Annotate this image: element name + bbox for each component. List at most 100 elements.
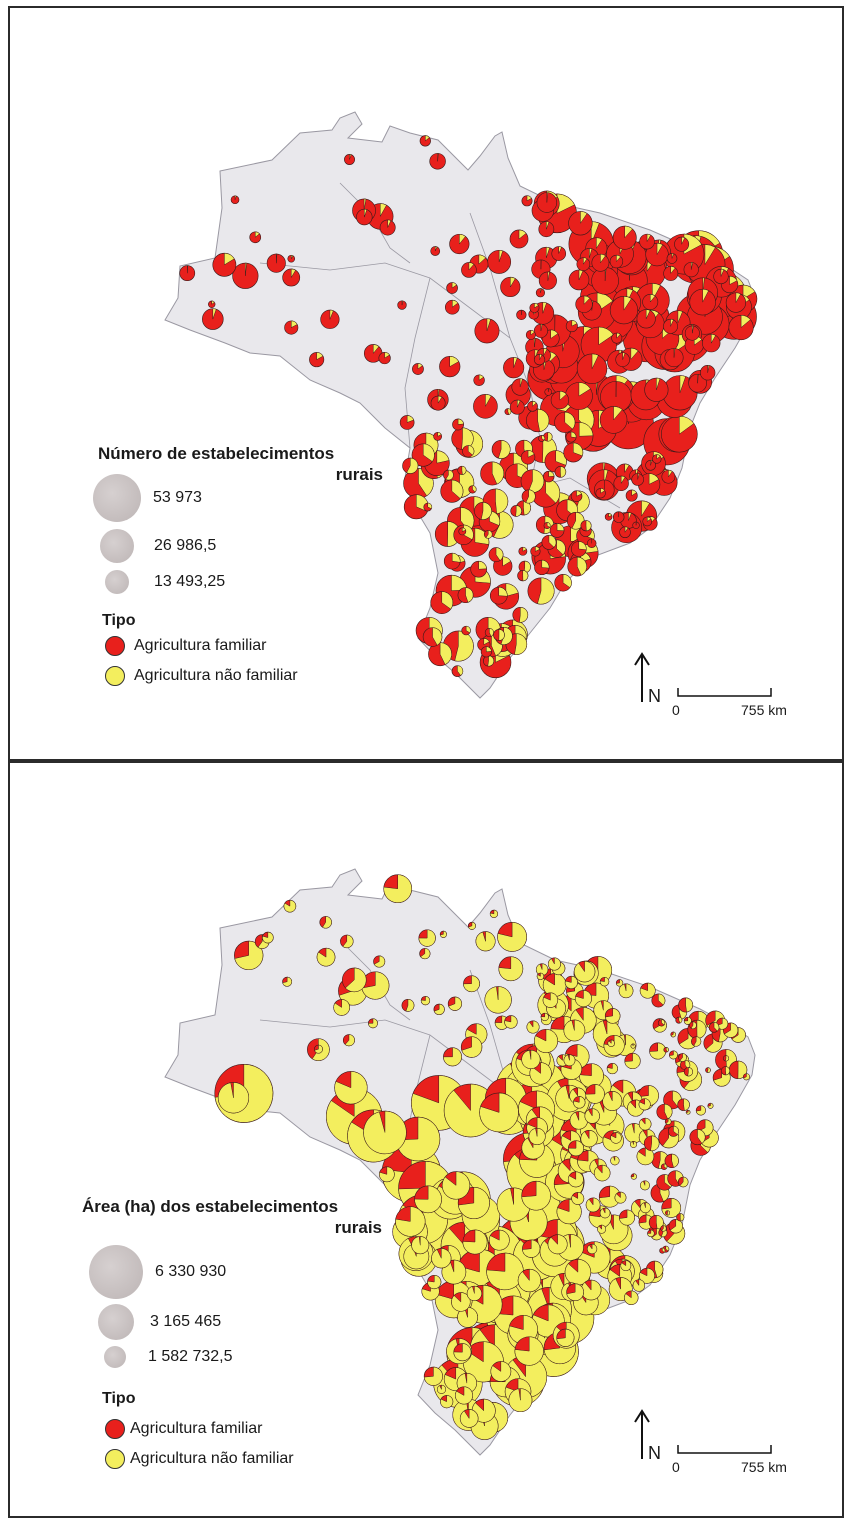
- pie-symbol: [526, 1020, 540, 1034]
- pie-nao-familiar-share: [345, 967, 367, 993]
- pie-nao-familiar-share: [546, 192, 548, 203]
- pie-nao-familiar-share: [423, 1366, 443, 1386]
- pie-symbol: [342, 1034, 355, 1047]
- pie-nao-familiar-share: [498, 629, 505, 641]
- pie-nao-familiar-share: [576, 490, 582, 497]
- pie-nao-familiar-share: [725, 1066, 730, 1076]
- scale-end-label: 755 km: [741, 1459, 787, 1475]
- pie-nao-familiar-share: [478, 374, 484, 381]
- pie-nao-familiar-share: [665, 1245, 670, 1252]
- pie-symbol: [568, 211, 593, 236]
- pie-symbol: [614, 1191, 627, 1204]
- north-and-scale: [634, 652, 772, 702]
- pie-nao-familiar-share: [521, 1050, 541, 1069]
- pie-nao-familiar-share: [290, 268, 296, 279]
- pie-symbol: [580, 520, 592, 532]
- size-symbol-small: [105, 570, 129, 594]
- pie-nao-familiar-share: [427, 1274, 442, 1289]
- pie-symbol: [647, 1229, 655, 1238]
- size-label-medium: 3 165 465: [150, 1313, 222, 1330]
- pie-symbol: [480, 646, 492, 658]
- pie-nao-familiar-share: [646, 233, 652, 243]
- pie-nao-familiar-share: [681, 236, 686, 245]
- pie-symbol: [530, 546, 541, 557]
- pie-nao-familiar-share: [671, 1153, 679, 1168]
- pie-nao-familiar-share: [583, 295, 591, 305]
- pie-symbol: [368, 1018, 378, 1029]
- pie-symbol: [685, 1109, 691, 1115]
- size-label-small: 13 493,25: [154, 573, 226, 590]
- pie-symbol: [342, 967, 367, 993]
- pie-nao-familiar-share: [670, 266, 676, 275]
- pie-symbol: [418, 929, 436, 947]
- pie-nao-familiar-share: [563, 1054, 576, 1067]
- pie-nao-familiar-share: [224, 252, 235, 266]
- pie-nao-familiar-share: [697, 1129, 706, 1144]
- pie-symbol: [282, 976, 293, 987]
- pie-nao-familiar-share: [679, 1176, 689, 1188]
- pie-nao-familiar-share: [679, 375, 686, 393]
- pie-nao-familiar-share: [566, 1283, 584, 1301]
- pie-nao-familiar-share: [613, 406, 623, 421]
- pie-nao-familiar-share: [234, 195, 237, 200]
- pie-symbol: [446, 282, 458, 294]
- pie-nao-familiar-share: [457, 665, 464, 676]
- pie-nao-familiar-share: [459, 233, 466, 245]
- pie-nao-familiar-share: [545, 246, 550, 259]
- pie-symbol: [669, 1050, 678, 1060]
- pie-symbol: [488, 1229, 510, 1251]
- familiar-label: Agricultura familiar: [134, 637, 267, 654]
- scale-start-label: 0: [672, 702, 680, 718]
- pie-symbol: [363, 1110, 407, 1155]
- pie-nao-familiar-share: [532, 400, 537, 407]
- pie-nao-familiar-share: [666, 1210, 670, 1216]
- pie-nao-familiar-share: [462, 1229, 488, 1255]
- pie-symbol: [554, 574, 572, 592]
- pie-nao-familiar-share: [576, 556, 587, 576]
- pie-symbol: [443, 469, 454, 481]
- pie-nao-familiar-share: [641, 500, 650, 517]
- pie-symbol: [504, 408, 512, 416]
- pie-nao-familiar-share: [679, 1213, 685, 1222]
- pie-nao-familiar-share: [530, 330, 535, 336]
- pie-symbol: [486, 1252, 524, 1291]
- size-row-medium: 26 986,5: [98, 529, 216, 563]
- pie-symbol: [529, 1062, 552, 1085]
- pie-nao-familiar-share: [661, 1019, 666, 1026]
- pie-symbol: [356, 208, 373, 226]
- pie-symbol: [517, 570, 529, 582]
- pie-symbol: [604, 513, 613, 521]
- pie-nao-familiar-share: [515, 505, 522, 517]
- pie-symbol: [534, 559, 550, 576]
- pie-nao-familiar-share: [457, 1187, 490, 1219]
- pie-nao-familiar-share: [615, 979, 624, 987]
- pie-nao-familiar-share: [316, 947, 336, 967]
- pie-nao-familiar-share: [427, 502, 433, 510]
- pie-symbol: [725, 292, 747, 313]
- pie-symbol: [580, 326, 617, 363]
- pie-symbol: [444, 299, 460, 315]
- pie-nao-familiar-share: [344, 1034, 355, 1047]
- pie-symbol: [383, 874, 413, 904]
- legend-size: Área (ha) dos estabelecimentos rurais: [82, 1196, 382, 1238]
- pie-nao-familiar-share: [431, 1248, 452, 1269]
- pie-symbol: [521, 1180, 551, 1211]
- pie-nao-familiar-share: [740, 315, 751, 329]
- pie-nao-familiar-share: [452, 299, 459, 308]
- pie-nao-familiar-share: [624, 225, 633, 239]
- pie-nao-familiar-share: [486, 318, 491, 331]
- pie-symbol: [484, 986, 512, 1014]
- pie-symbol: [540, 1012, 549, 1022]
- pie-symbol: [591, 267, 619, 295]
- pie-nao-familiar-share: [630, 347, 639, 361]
- pie-nao-familiar-share: [498, 586, 508, 597]
- size-symbol-medium: [100, 529, 134, 563]
- pie-nao-familiar-share: [462, 527, 466, 532]
- nao-familiar-label: Agricultura não familiar: [134, 667, 298, 684]
- familiar-swatch: [105, 636, 125, 656]
- pie-symbol: [584, 1108, 600, 1124]
- pie-nao-familiar-share: [211, 300, 215, 305]
- pie-symbol: [639, 1267, 655, 1284]
- pie-symbol: [470, 560, 487, 578]
- pie-symbol: [636, 309, 656, 329]
